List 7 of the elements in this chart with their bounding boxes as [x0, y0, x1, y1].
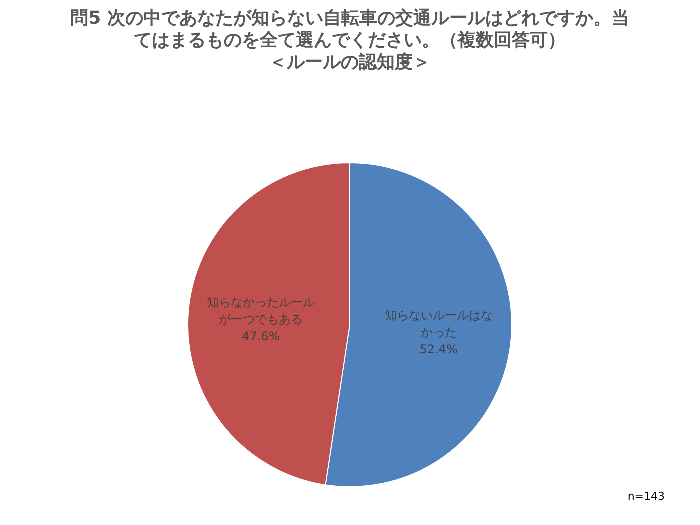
slice-label: 知らなかったルールが一つでもある [207, 295, 316, 326]
text: n=143 [628, 490, 665, 503]
data-label: 47.6% [242, 329, 280, 344]
chart-title: 問5 次の中であなたが知らない自転車の交通ルールはどれですか。当てはまるものを全て選んでください。（複数回答可） [70, 8, 630, 51]
data-label: 52.4% [420, 342, 458, 357]
slice-label: 知らないルールはなかった [384, 308, 493, 340]
chart-subtitle: ＜ルールの認知度＞ [268, 52, 432, 74]
